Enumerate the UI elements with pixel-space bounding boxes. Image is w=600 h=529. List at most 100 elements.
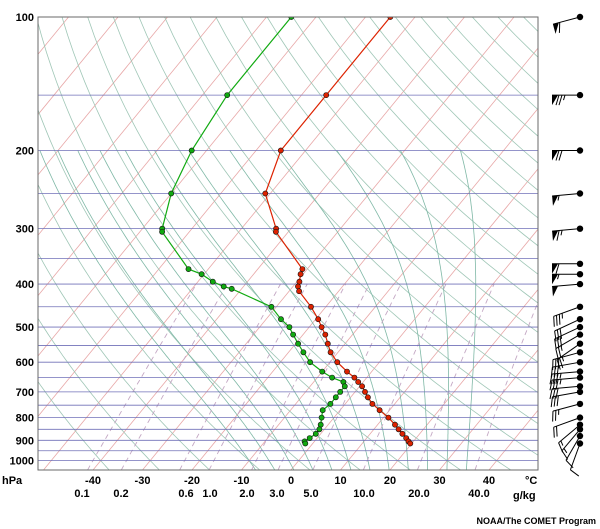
temperature-point: [364, 394, 371, 401]
mixing-ratio-line: [277, 283, 370, 470]
wind-barb-station-dot: [576, 323, 584, 331]
wind-barb-station-dot: [576, 426, 584, 433]
moist-adiabat-line: [154, 150, 352, 470]
temperature-point: [392, 421, 398, 428]
wind-barb: [554, 323, 584, 350]
temperature-point: [387, 17, 394, 20]
wind-barb-half-flag: [563, 448, 568, 454]
dewpoint-point: [306, 435, 313, 441]
moist-adiabat-line: [188, 150, 371, 470]
wind-barb-pennant: [552, 150, 558, 161]
wind-barb-staff: [569, 443, 581, 470]
mixing-ratio-tick-label: 0.6: [178, 488, 193, 500]
wind-barb-station-dot: [576, 432, 584, 440]
wind-barb-flag: [553, 396, 556, 407]
temperature-point: [385, 414, 392, 421]
wind-barb-flag: [556, 426, 558, 437]
wind-barb-staff: [554, 326, 581, 340]
moist-adiabat-line: [400, 150, 449, 470]
wind-barb-flag: [557, 347, 562, 358]
temperature-point: [277, 147, 284, 154]
wind-barb-flag: [555, 373, 559, 384]
wind-barb-station-dot: [576, 13, 584, 21]
temperature-point: [272, 228, 279, 235]
pressure-axis: 100 200 300 400 500 600 700 800 900 1000: [10, 12, 34, 468]
mixing-ratio-line: [416, 283, 495, 470]
wind-barb-flag: [555, 348, 559, 359]
dewpoint-point: [268, 303, 275, 310]
isotherm-line: [38, 17, 119, 116]
wind-barb: [554, 316, 584, 342]
wind-barb: [549, 374, 584, 391]
pressure-tick-label: 400: [16, 279, 34, 291]
wind-barb-flag: [558, 314, 561, 325]
wind-barb: [551, 91, 584, 106]
dewpoint-point: [228, 285, 235, 292]
temperature-point: [327, 349, 334, 356]
dewpoint-point: [185, 266, 192, 272]
dry-adiabat-line: [241, 17, 538, 333]
wind-barb-staff: [552, 283, 581, 287]
isotherm-line: [439, 349, 538, 470]
mixing-ratio-line: [312, 283, 402, 470]
wind-barb-staff: [553, 306, 581, 317]
mixing-ratio-tick-label: 2.0: [239, 488, 254, 500]
pressure-tick-label: 200: [16, 146, 34, 158]
wind-barb-station-dot: [576, 414, 584, 421]
wind-barb-station-dot: [576, 349, 584, 356]
dewpoint-point: [327, 400, 334, 407]
wind-barb-pennant: [552, 230, 559, 242]
isotherm-line: [340, 228, 538, 470]
wind-barb: [552, 400, 584, 422]
wind-barb-station-dot: [576, 440, 584, 447]
wind-barb-flag: [554, 330, 557, 342]
wind-barb: [549, 383, 584, 400]
wind-barb-pennant: [552, 274, 558, 285]
wind-barb-flag: [549, 388, 553, 400]
isotherm-line: [290, 168, 538, 470]
dry-adiabat-line: [38, 21, 361, 470]
wind-barb-flag: [549, 373, 553, 385]
pressure-tick-label: 100: [16, 12, 34, 24]
wind-barb-staff: [552, 377, 581, 381]
wind-barb-half-flag: [560, 440, 564, 446]
isotherm-line: [0, 17, 19, 470]
wind-barb: [550, 388, 584, 408]
dry-adiabat-line: [61, 17, 411, 470]
dry-adiabat-line: [292, 17, 538, 275]
wind-barb-staff: [552, 361, 581, 368]
dewpoint-point: [159, 228, 165, 235]
dry-adiabat-line: [318, 17, 538, 247]
pressure-tick-label: 300: [16, 224, 34, 236]
dry-adiabat-line: [87, 17, 461, 470]
dewpoint-point: [337, 388, 344, 395]
temperature-point: [355, 379, 362, 385]
mixing-ratio-tick-label: 20.0: [408, 488, 429, 500]
temperature-tick-label: 0: [288, 475, 294, 487]
moist-adiabat-line: [124, 150, 333, 470]
dry-adiabat-line: [112, 17, 512, 470]
dry-adiabat-line: [343, 17, 538, 219]
moist-adiabat-line: [39, 150, 257, 470]
wind-barb-staff: [561, 428, 581, 452]
wind-barb: [565, 432, 584, 469]
temperature-point: [407, 440, 414, 447]
mixing-ratio-line: [474, 300, 538, 470]
wind-barb-flag: [556, 230, 560, 241]
isotherm-line: [588, 17, 600, 470]
dewpoint-point: [198, 271, 205, 278]
sounding-profiles: [159, 17, 414, 447]
dry-adiabat-line: [38, 317, 160, 470]
wind-barb-pennant: [552, 285, 559, 297]
wind-barb: [555, 331, 584, 359]
wind-barb-flag: [559, 357, 564, 369]
dewpoint-point: [168, 190, 175, 197]
dewpoint-point: [288, 17, 295, 20]
wind-barb: [553, 303, 584, 327]
dewpoint-point: [300, 349, 307, 356]
dewpoint-point: [220, 283, 227, 290]
mixing-ratio-line: [120, 283, 228, 470]
moist-adiabat-line: [460, 150, 477, 470]
wind-barb-station-dot: [576, 400, 584, 408]
temperature-point: [362, 388, 368, 395]
